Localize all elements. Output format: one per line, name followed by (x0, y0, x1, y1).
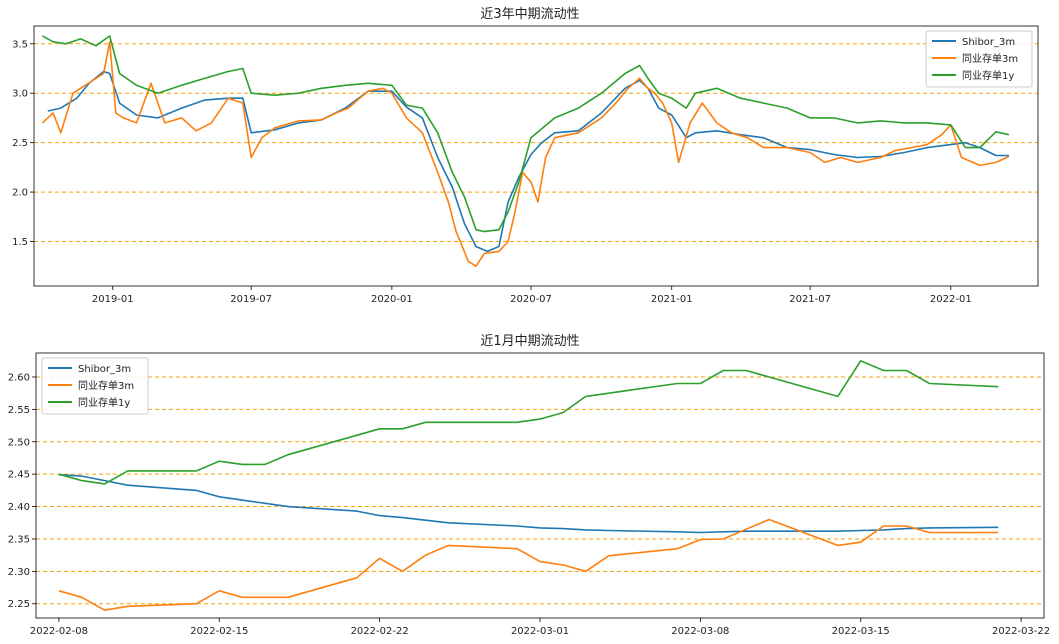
chart-top-legend-label-cd3m: 同业存单3m (962, 52, 1018, 65)
chart-bottom-legend-label-cd3m: 同业存单3m (78, 379, 134, 392)
chart-top-y-axis: 1.5 2.0 2.5 3.0 3.5 (12, 39, 34, 248)
x-tick-label: 2021-01 (651, 294, 693, 305)
chart-bottom-legend-label-shibor: Shibor_3m (78, 364, 131, 375)
chart-top-x-axis: 2019-01 2019-07 2020-01 2020-07 2021-01 2021-… (92, 286, 972, 305)
x-tick-label: 2019-07 (230, 294, 272, 305)
x-tick-label: 2022-03-22 (992, 626, 1050, 637)
x-tick-label: 2020-01 (371, 294, 413, 305)
chart-top-legend-label-shibor: Shibor_3m (962, 37, 1015, 48)
series-line-1 (58, 518, 999, 612)
chart-top-legend-label-cd1y: 同业存单1y (962, 69, 1014, 82)
x-tick-label: 2022-02-15 (190, 626, 248, 637)
chart-bottom-series (58, 359, 999, 612)
chart-bottom-grid (36, 376, 1044, 605)
series-line-0 (58, 474, 999, 534)
chart-top-series (41, 35, 1010, 268)
y-tick-label: 3.0 (12, 89, 28, 100)
chart-bottom-legend: Shibor_3m 同业存单3m 同业存单1y (41, 357, 149, 415)
chart-top-legend-box (925, 30, 1033, 88)
chart-top-legend: Shibor_3m 同业存单3m 同业存单1y (925, 30, 1033, 88)
series-line-0 (47, 70, 1009, 253)
chart-bottom-legend-box (41, 357, 149, 415)
x-tick-label: 2022-01 (930, 294, 972, 305)
x-tick-label: 2021-07 (789, 294, 831, 305)
x-tick-label: 2022-03-15 (832, 626, 890, 637)
y-tick-label: 2.50 (8, 437, 30, 448)
y-tick-label: 2.55 (8, 405, 30, 416)
chart-top-grid (34, 43, 1038, 243)
chart-top-title: 近3年中期流动性 (480, 7, 579, 22)
series-line-1 (41, 40, 1010, 268)
y-tick-label: 2.40 (8, 502, 30, 513)
x-tick-label: 2022-03-08 (671, 626, 729, 637)
chart-top: 近3年中期流动性 2019-01 2019-07 2020-01 2020-07 202… (12, 7, 1039, 305)
series-line-2 (58, 359, 999, 485)
x-tick-label: 2022-02-08 (30, 626, 88, 637)
chart-bottom-y-axis: 2.25 2.30 2.35 2.40 2.45 2.50 2.55 2.60 (8, 372, 36, 610)
chart-bottom-x-axis: 2022-02-08 2022-02-15 2022-02-22 2022-03-01… (30, 618, 1050, 637)
x-tick-label: 2020-07 (510, 294, 552, 305)
chart-top-plot-frame (33, 25, 1039, 287)
y-tick-label: 2.35 (8, 534, 30, 545)
x-tick-label: 2022-03-01 (511, 626, 569, 637)
y-tick-label: 2.0 (12, 188, 28, 199)
y-tick-label: 2.60 (8, 372, 30, 383)
x-tick-label: 2022-02-22 (351, 626, 409, 637)
y-tick-label: 2.30 (8, 567, 30, 578)
y-tick-label: 3.5 (12, 39, 28, 50)
y-tick-label: 1.5 (12, 237, 28, 248)
chart-bottom-title: 近1月中期流动性 (480, 334, 579, 349)
chart-bottom-legend-label-cd1y: 同业存单1y (78, 396, 130, 409)
y-tick-label: 2.25 (8, 599, 30, 610)
chart-bottom: 近1月中期流动性 2022-02-08 2022-02-15 2022-02-22 2… (8, 334, 1050, 637)
y-tick-label: 2.45 (8, 470, 30, 481)
series-line-2 (42, 35, 1010, 233)
x-tick-label: 2019-01 (92, 294, 134, 305)
y-tick-label: 2.5 (12, 138, 28, 149)
chart-bottom-plot-frame (35, 352, 1045, 619)
